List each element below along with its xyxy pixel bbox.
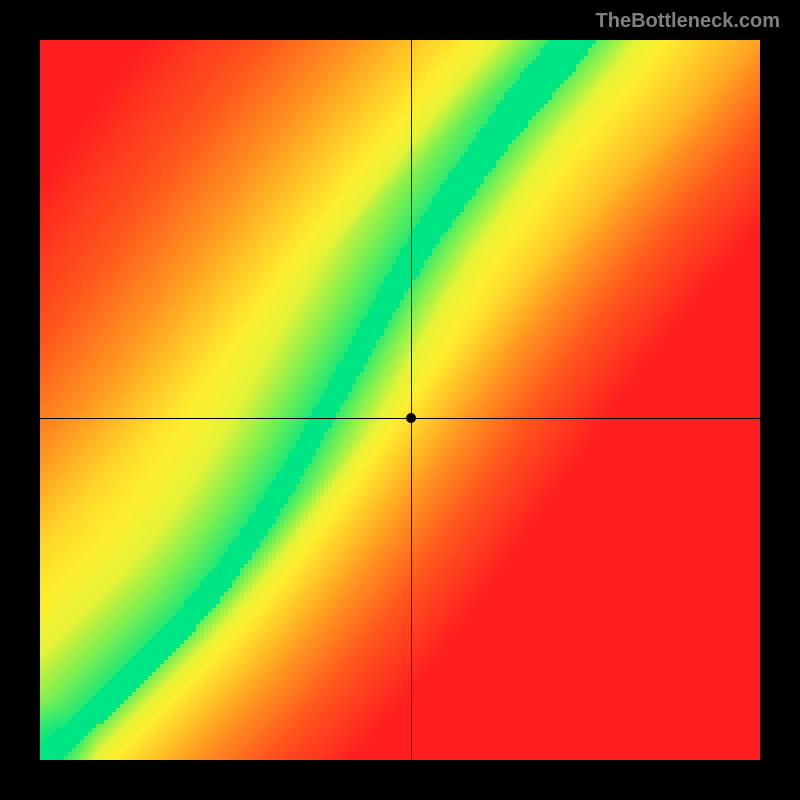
- watermark-text: TheBottleneck.com: [596, 10, 780, 33]
- heatmap-plot: [40, 40, 760, 760]
- heatmap-canvas: [40, 40, 760, 760]
- crosshair-marker: [406, 413, 416, 423]
